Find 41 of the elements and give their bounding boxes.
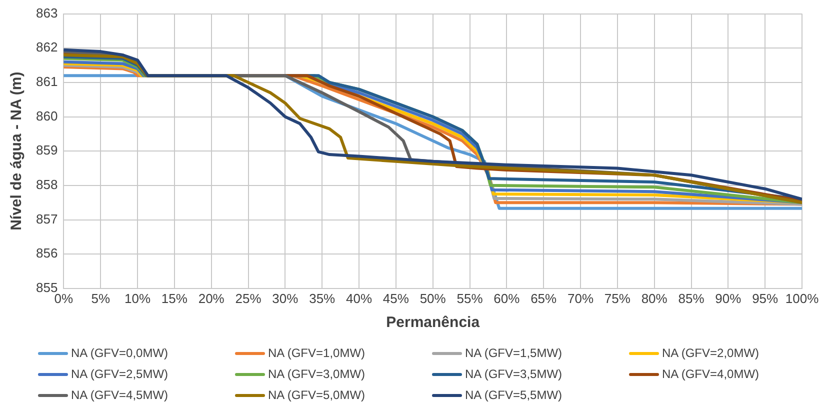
x-tick-label: 30%	[272, 290, 299, 306]
x-tick-label: 20%	[198, 290, 225, 306]
legend-label: NA (GFV=2,0MW)	[662, 346, 760, 360]
x-tick-label: 25%	[235, 290, 262, 306]
x-tick-label: 90%	[715, 290, 742, 306]
x-tick-label: 40%	[346, 290, 372, 306]
legend-label: NA (GFV=3,0MW)	[268, 367, 366, 381]
legend-label: NA (GFV=1,5MW)	[465, 346, 562, 360]
y-axis-title: Nível de água - NA (m)	[8, 72, 26, 230]
legend-label: NA (GFV=1,0MW)	[268, 346, 366, 360]
legend-label: NA (GFV=0,0MW)	[71, 346, 168, 360]
x-tick-label: 65%	[530, 290, 558, 306]
legend-label: NA (GFV=2,5MW)	[71, 367, 168, 381]
y-tick-label: 860	[36, 108, 58, 124]
y-tick-label: 863	[36, 5, 58, 20]
x-tick-label: 50%	[420, 290, 446, 306]
x-tick-label: 10%	[124, 290, 151, 306]
y-tick-label: 857	[36, 211, 58, 226]
legend-label: NA (GFV=3,5MW)	[465, 367, 562, 381]
x-tick-label: 100%	[785, 290, 820, 306]
y-tick-label: 856	[36, 246, 58, 261]
legend-label: NA (GFV=4,5MW)	[71, 388, 168, 402]
x-tick-label: 35%	[309, 290, 336, 306]
legend-label: NA (GFV=4,0MW)	[662, 367, 760, 381]
y-tick-label: 858	[36, 177, 58, 192]
legend-label: NA (GFV=5,0MW)	[268, 388, 366, 402]
x-tick-label: 5%	[91, 290, 110, 306]
x-axis-title: Permanência	[386, 314, 480, 332]
x-tick-label: 75%	[604, 290, 631, 306]
x-tick-label: 60%	[494, 290, 520, 306]
x-tick-label: 15%	[161, 290, 188, 306]
x-tick-label: 55%	[456, 290, 484, 306]
x-tick-label: 80%	[641, 290, 668, 306]
x-tick-label: 70%	[567, 290, 594, 306]
legend-label: NA (GFV=5,5MW)	[465, 388, 562, 402]
x-tick-label: 95%	[752, 290, 779, 306]
y-tick-label: 859	[36, 142, 58, 158]
y-tick-label: 862	[36, 40, 58, 55]
y-tick-label: 861	[36, 74, 58, 90]
x-tick-label: 45%	[382, 290, 410, 306]
x-tick-label: 85%	[678, 290, 705, 306]
